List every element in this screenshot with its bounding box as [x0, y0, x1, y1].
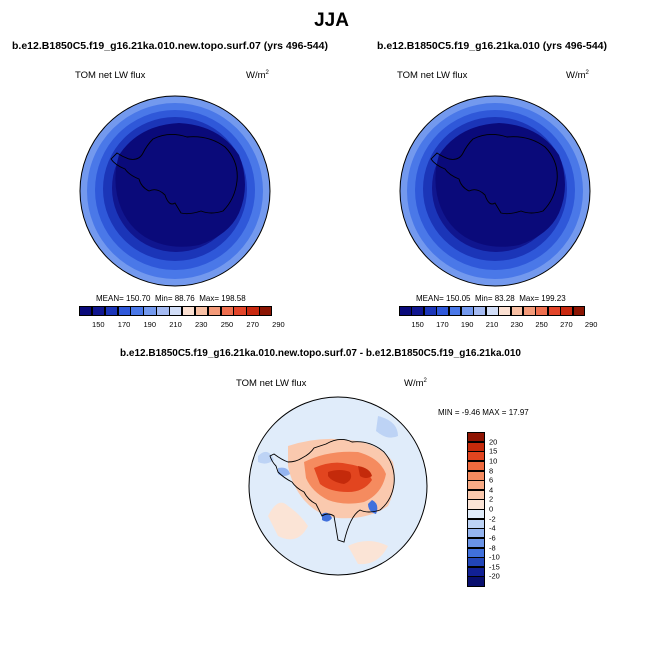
colorbar-swatch [448, 306, 462, 316]
colorbar-tick-label: 170 [436, 320, 449, 329]
right-colorbar-labels: 150 170 190 210 230 250 270 290 [399, 320, 597, 330]
colorbar-tick-label: 210 [169, 320, 182, 329]
colorbar-tick-label: 8 [489, 466, 494, 475]
colorbar-swatch [535, 306, 549, 316]
colorbar-swatch [467, 480, 485, 491]
colorbar-swatch [259, 306, 273, 316]
colorbar-swatch [143, 306, 157, 316]
colorbar-swatch [523, 306, 536, 316]
colorbar-swatch [104, 306, 119, 316]
colorbar-swatch [461, 306, 474, 316]
colorbar-swatch [467, 460, 485, 471]
colorbar-tick-label: 150 [411, 320, 424, 329]
colorbar-tick-label: 190 [143, 320, 157, 329]
colorbar-swatch [156, 306, 170, 316]
right-panel-variable-label: TOM net LW flux [397, 70, 468, 81]
diff-panel-title: b.e12.B1850C5.f19_g16.21ka.010.new.topo.… [120, 348, 521, 359]
colorbar-swatch [220, 306, 234, 316]
diff-panel-variable-label: TOM net LW flux [236, 378, 307, 389]
colorbar-swatch [467, 537, 485, 548]
colorbar-tick-label: 170 [117, 320, 131, 329]
colorbar-swatch [233, 306, 247, 316]
diff-colorbar [467, 432, 485, 587]
colorbar-swatch [510, 306, 524, 316]
colorbar-tick-label: 270 [246, 320, 259, 329]
colorbar-tick-label: 0 [489, 504, 494, 514]
left-panel-case-title: b.e12.B1850C5.f19_g16.21ka.010.new.topo.… [12, 40, 328, 52]
left-colorbar-labels: 150 170 190 210 230 250 270 290 [79, 320, 285, 330]
colorbar-tick-label: -20 [489, 571, 500, 581]
colorbar-swatch [498, 306, 512, 316]
colorbar-tick-label: 230 [194, 320, 208, 329]
colorbar-tick-label: 290 [584, 320, 598, 329]
colorbar-tick-label: 2 [489, 494, 494, 504]
colorbar-swatch [467, 518, 485, 529]
colorbar-swatch [130, 306, 144, 316]
right-panel-stats: MEAN= 150.05 Min= 83.28 Max= 199.23 [416, 294, 566, 303]
difference-map [248, 396, 428, 576]
right-panel-units-label: W/m2 [566, 70, 589, 82]
colorbar-swatch [79, 306, 93, 316]
colorbar-swatch [547, 306, 561, 316]
left-map [79, 95, 271, 287]
left-panel-variable-label: TOM net LW flux [75, 70, 146, 81]
colorbar-swatch [467, 557, 485, 568]
colorbar-swatch [467, 441, 485, 452]
colorbar-tick-label: 230 [510, 320, 524, 329]
colorbar-tick-label: -10 [489, 552, 500, 562]
colorbar-tick-label: 6 [489, 475, 494, 485]
colorbar-swatch [117, 306, 131, 316]
colorbar-swatch [169, 306, 183, 316]
colorbar-tick-label: -2 [489, 514, 496, 524]
colorbar-tick-label: 270 [560, 320, 573, 329]
colorbar-tick-label: 150 [92, 320, 105, 329]
colorbar-tick-label: -4 [489, 523, 496, 533]
colorbar-swatch [467, 547, 485, 558]
left-colorbar [79, 306, 273, 316]
right-panel-case-title: b.e12.B1850C5.f19_g16.21ka.010 (yrs 496-… [377, 40, 607, 52]
colorbar-tick-label: 15 [489, 446, 498, 456]
colorbar-swatch [411, 306, 425, 316]
colorbar-tick-label: 4 [489, 485, 494, 495]
colorbar-swatch [467, 432, 485, 443]
colorbar-tick-label: 250 [220, 320, 234, 329]
colorbar-swatch [181, 306, 196, 316]
colorbar-swatch [467, 566, 485, 577]
colorbar-tick-label: 210 [485, 320, 499, 329]
colorbar-swatch [473, 306, 487, 316]
colorbar-swatch [207, 306, 222, 316]
colorbar-swatch [399, 306, 412, 316]
left-panel-stats: MEAN= 150.70 Min= 88.76 Max= 198.58 [96, 294, 246, 303]
colorbar-tick-label: 190 [460, 320, 474, 329]
colorbar-swatch [467, 489, 485, 500]
colorbar-swatch [467, 528, 485, 539]
colorbar-swatch [467, 576, 485, 587]
colorbar-swatch [423, 306, 437, 316]
right-map [399, 95, 591, 287]
diff-panel-units-label: W/m2 [404, 378, 427, 390]
colorbar-tick-label: -8 [489, 543, 496, 552]
colorbar-tick-label: 10 [489, 456, 498, 466]
colorbar-swatch [467, 451, 485, 462]
colorbar-swatch [467, 470, 485, 481]
colorbar-tick-label: 20 [489, 437, 498, 447]
figure-title: JJA [314, 10, 349, 31]
colorbar-swatch [572, 306, 586, 316]
colorbar-swatch [91, 306, 106, 316]
left-panel-units-label: W/m2 [246, 70, 269, 82]
colorbar-tick-label: 290 [272, 320, 285, 329]
colorbar-swatch [560, 306, 574, 316]
right-colorbar [399, 306, 586, 316]
colorbar-tick-label: 250 [535, 320, 548, 329]
colorbar-swatch [194, 306, 209, 316]
colorbar-tick-label: -6 [489, 533, 496, 543]
colorbar-swatch [436, 306, 450, 316]
diff-panel-minmax: MIN = -9.46 MAX = 17.97 [438, 408, 529, 417]
colorbar-swatch [467, 499, 485, 510]
colorbar-swatch [485, 306, 499, 316]
diff-colorbar-labels: 20 15 10 8 6 4 2 0 -2 -4 -6 -8 -10 -15 -20 [489, 432, 529, 586]
colorbar-swatch [467, 509, 485, 520]
colorbar-swatch [246, 306, 260, 316]
colorbar-tick-label: -15 [489, 562, 500, 572]
